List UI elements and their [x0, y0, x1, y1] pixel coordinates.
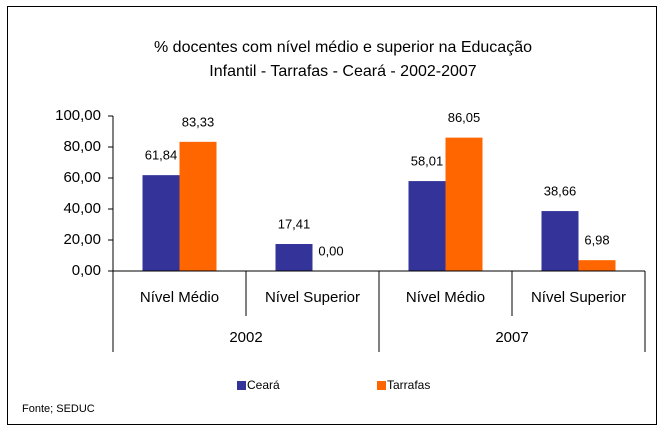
value-label: 38,66 [544, 184, 577, 199]
footnote: Fonte; SEDUC [22, 403, 95, 415]
legend-swatch [237, 381, 246, 390]
value-label: 17,41 [278, 216, 311, 231]
group-label: 2007 [495, 329, 528, 346]
value-label: 83,33 [182, 114, 215, 129]
bar [408, 181, 446, 271]
y-tick-label: 20,00 [63, 231, 101, 248]
bar [142, 175, 180, 271]
bar [541, 211, 579, 271]
x-tick-label: Nível Superior [265, 289, 360, 306]
value-label: 86,05 [448, 110, 481, 125]
value-label: 58,01 [411, 154, 444, 169]
y-tick-label: 80,00 [63, 138, 101, 155]
y-tick-label: 60,00 [63, 169, 101, 186]
bar [578, 260, 616, 271]
bar [445, 137, 483, 271]
legend-label: Tarrafas [387, 378, 430, 392]
legend-swatch [377, 381, 386, 390]
group-label: 2002 [229, 329, 262, 346]
chart-title: Infantil - Tarrafas - Ceará - 2002-2007 [209, 63, 477, 80]
x-tick-label: Nível Médio [140, 289, 219, 306]
legend-label: Ceará [247, 378, 280, 392]
chart-title: % docentes com nível médio e superior na… [154, 39, 532, 56]
value-label: 6,98 [584, 233, 609, 248]
x-tick-label: Nível Superior [531, 289, 626, 306]
bar [179, 141, 217, 271]
value-label: 61,84 [145, 148, 178, 163]
x-tick-label: Nível Médio [406, 289, 485, 306]
y-tick-label: 0,00 [72, 262, 101, 279]
y-tick-label: 40,00 [63, 200, 101, 217]
bar [275, 244, 313, 271]
y-tick-label: 100,00 [55, 107, 101, 124]
value-label: 0,00 [318, 243, 343, 258]
